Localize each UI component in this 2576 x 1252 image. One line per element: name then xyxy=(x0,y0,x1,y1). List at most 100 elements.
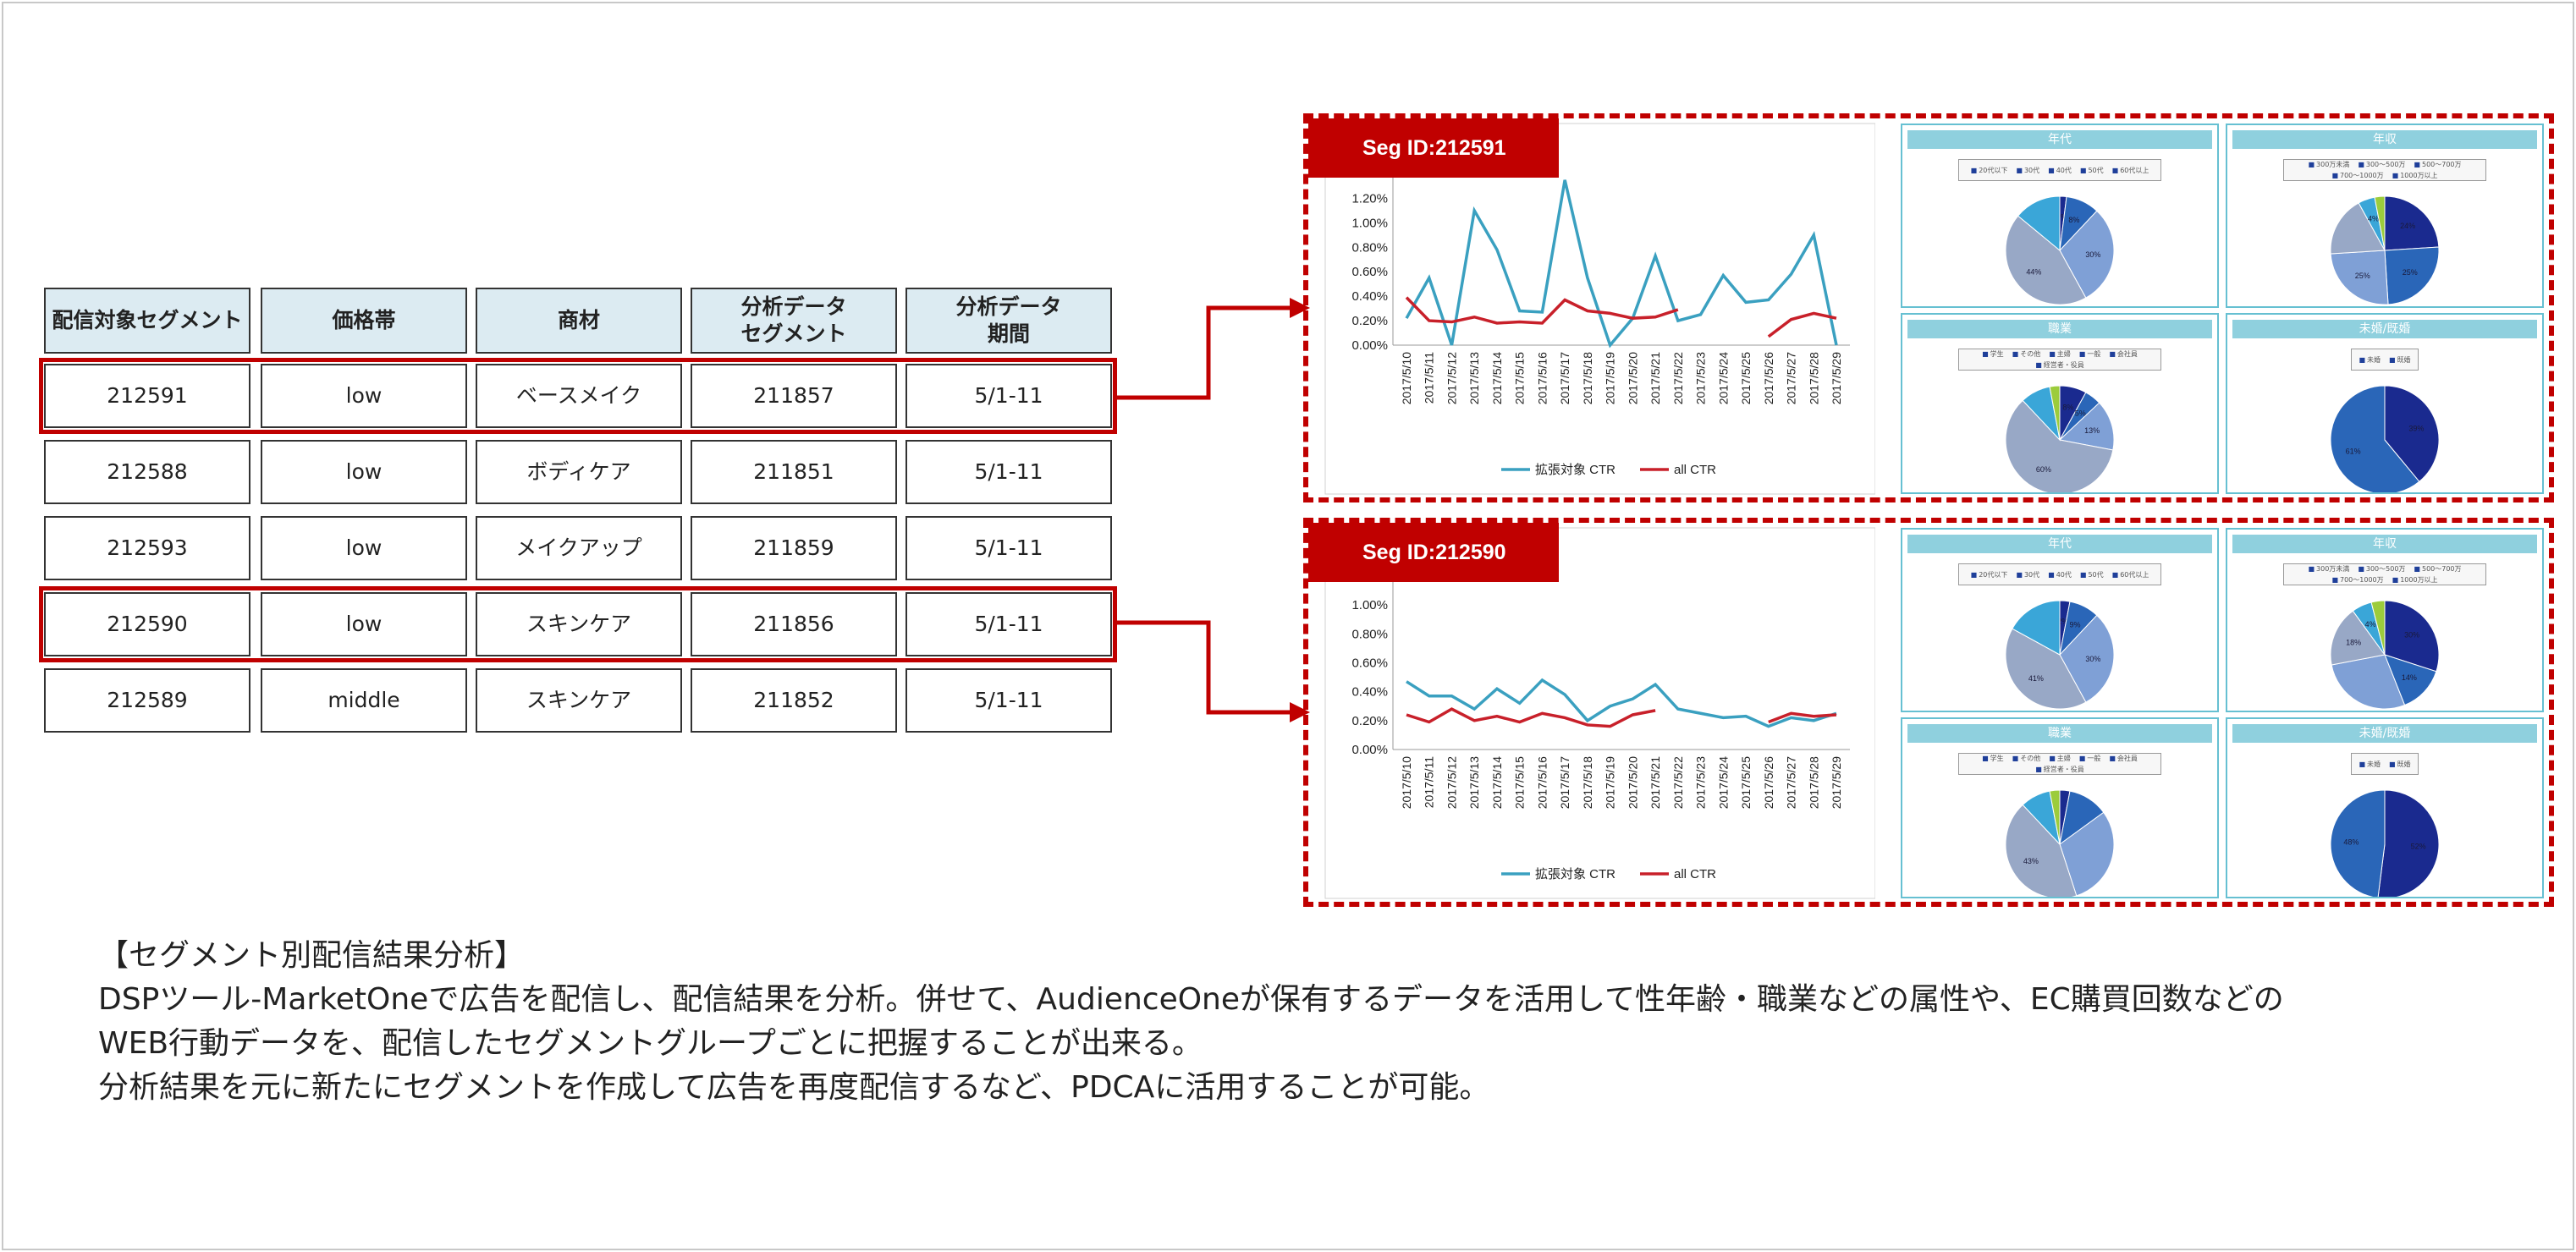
pie-legend-item: 未婚 xyxy=(2359,760,2381,769)
pie-legend-item: 主婦 xyxy=(2049,754,2071,763)
pie-slice xyxy=(2384,600,2440,673)
pie-title: 年収 xyxy=(2232,535,2537,553)
x-tick-label: 2017/5/10 xyxy=(1400,352,1413,404)
pie-title: 年収 xyxy=(2232,130,2537,149)
pie-chart: 2% 9% 30% 41% xyxy=(2005,600,2115,710)
x-tick-label: 2017/5/23 xyxy=(1694,756,1708,809)
segment-panel-212591: 0.00% 0.20% 0.40% 0.60% 0.80% 1.00% 1.20% 2017/… xyxy=(1303,113,2554,502)
pie-slice xyxy=(2384,195,2440,251)
pie-slice xyxy=(2374,195,2386,251)
table-cell: 212590 xyxy=(44,592,250,656)
pie-slice-label: 52% xyxy=(2411,842,2426,850)
pie-legend-item: 会社員 xyxy=(2109,754,2138,763)
pie-slice xyxy=(2384,246,2440,305)
table-cell: 5/1-11 xyxy=(905,364,1112,428)
pie-legend: 未婚既婚 xyxy=(2351,349,2419,371)
pie-title: 年代 xyxy=(1907,130,2212,149)
pie-slice-label: 9% xyxy=(2070,621,2081,629)
pie-slice xyxy=(2049,789,2061,845)
legend-label: 拡張対象 CTR xyxy=(1535,867,1616,881)
table-cell: ボディケア xyxy=(476,440,682,504)
description: 【セグメント別配信結果分析】 DSPツール-MarketOneで広告を配信し、配… xyxy=(98,934,2284,1110)
x-tick-label: 2017/5/11 xyxy=(1423,352,1436,404)
pie-slice-label: 43% xyxy=(2023,857,2039,865)
pie-slice-label: 5% xyxy=(2075,409,2086,418)
x-tick-label: 2017/5/11 xyxy=(1423,756,1436,808)
pie-slice xyxy=(2370,600,2386,656)
x-tick-label: 2017/5/12 xyxy=(1445,352,1458,404)
pie-legend: 学生その他主婦一般会社員経営者・役員 xyxy=(1958,349,2161,371)
legend-label: 拡張対象 CTR xyxy=(1535,463,1616,477)
line-chart-212590: 0.00% 0.20% 0.40% 0.60% 0.80% 1.00% 2017/5/10 2… xyxy=(1324,527,1875,899)
x-tick-label: 2017/5/14 xyxy=(1490,756,1504,809)
table-cell: 211852 xyxy=(691,668,897,733)
pie-chart: 52% 48% xyxy=(2330,789,2440,897)
y-tick-label: 0.00% xyxy=(1351,338,1388,353)
pie-legend-item: 30代 xyxy=(2016,570,2039,579)
x-tick-label: 2017/5/27 xyxy=(1785,352,1798,404)
y-tick-label: 0.20% xyxy=(1351,314,1388,328)
y-tick-label: 0.00% xyxy=(1351,743,1388,757)
pie-legend-item: 50代 xyxy=(2080,570,2103,579)
table-cell: 5/1-11 xyxy=(905,516,1112,580)
x-tick-label: 2017/5/18 xyxy=(1581,352,1594,404)
table-cell: low xyxy=(261,516,467,580)
y-tick-label: 0.60% xyxy=(1351,656,1388,670)
pie-slice-label: 48% xyxy=(2343,838,2359,847)
pie-slice xyxy=(2331,654,2406,710)
y-tick-label: 1.00% xyxy=(1351,598,1388,612)
x-tick-label: 2017/5/26 xyxy=(1762,756,1775,809)
pie-legend: 20代以下 30代 40代 50代 60代以上 xyxy=(1958,563,2161,585)
pie-slice-label: 60% xyxy=(2036,465,2051,474)
y-tick-label: 0.40% xyxy=(1351,685,1388,700)
pie-title: 職業 xyxy=(1907,724,2212,743)
pie-slice xyxy=(2005,628,2087,710)
pie-legend-item: 20代以下 xyxy=(1971,166,2007,175)
chart-background xyxy=(1324,123,1875,495)
pie-legend-item: 60代以上 xyxy=(2112,166,2149,175)
x-tick-label: 2017/5/16 xyxy=(1535,352,1549,404)
table-header-cell: 商材 xyxy=(476,288,682,354)
x-tick-label: 2017/5/17 xyxy=(1558,756,1571,809)
pie-box: 年収 300万未満 300～500万 500～700万 700～1000万 1000万以上… xyxy=(2226,124,2544,308)
table-cell: 5/1-11 xyxy=(905,440,1112,504)
pie-legend-item: 300万未満 xyxy=(2308,564,2349,574)
pie-legend-item: 1000万以上 xyxy=(2392,171,2437,180)
segment-panel-212590: 0.00% 0.20% 0.40% 0.60% 0.80% 1.00% 2017/5/10 2… xyxy=(1303,518,2554,907)
x-tick-label: 2017/5/25 xyxy=(1739,756,1753,809)
pie-slice xyxy=(2059,811,2115,897)
table-header-cell: 分析データ セグメント xyxy=(691,288,897,354)
pie-chart: 1% 8% 30% 44% xyxy=(2005,195,2115,305)
pie-slice-label: 8% xyxy=(2062,404,2073,412)
pie-slice-label: 39% xyxy=(2408,425,2424,433)
pie-legend-item: 60代以上 xyxy=(2112,570,2149,579)
pie-legend-item: 700～1000万 xyxy=(2331,575,2384,585)
pie-legend-item: その他 xyxy=(2012,349,2040,359)
pie-slice-label: 30% xyxy=(2085,250,2100,259)
pie-slice xyxy=(2330,250,2389,305)
x-tick-label: 2017/5/20 xyxy=(1626,352,1639,404)
table-header-cell: 配信対象セグメント xyxy=(44,288,250,354)
pie-box: 年代 20代以下 30代 40代 50代 60代以上 1%8% 30% 44% xyxy=(1901,124,2219,308)
pie-legend-item: 500～700万 xyxy=(2414,564,2462,574)
pie-slice-label: 30% xyxy=(2404,631,2419,640)
pie-slice xyxy=(2049,385,2061,441)
pie-box: 年代 20代以下 30代 40代 50代 60代以上 2%9% 30% 41% xyxy=(1901,528,2219,712)
x-tick-label: 2017/5/13 xyxy=(1467,756,1481,809)
x-tick-label: 2017/5/28 xyxy=(1807,756,1820,809)
pie-slice-label: 14% xyxy=(2402,673,2417,682)
pie-slice-label: 13% xyxy=(2084,426,2100,435)
pie-slice-label: 18% xyxy=(2346,638,2361,646)
pie-legend-item: 一般 xyxy=(2079,754,2100,763)
pie-slice xyxy=(2330,789,2386,897)
y-tick-label: 0.60% xyxy=(1351,265,1388,279)
pie-slice xyxy=(2330,610,2386,666)
pie-legend-item: 既婚 xyxy=(2389,760,2411,769)
table-cell: low xyxy=(261,592,467,656)
pie-legend: 未婚既婚 xyxy=(2351,753,2419,775)
series-line xyxy=(1405,296,1679,325)
pie-slice-label: 8% xyxy=(2068,216,2079,224)
x-tick-label: 2017/5/13 xyxy=(1467,352,1481,404)
series-line xyxy=(1406,678,1837,728)
